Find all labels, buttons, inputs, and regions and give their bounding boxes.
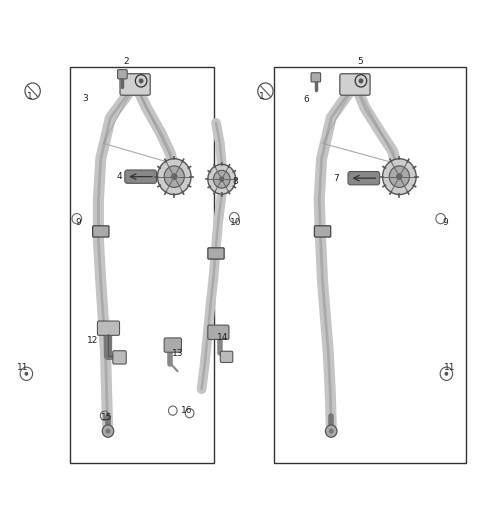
Text: 3: 3 — [83, 94, 88, 103]
Text: 11: 11 — [17, 363, 29, 372]
FancyBboxPatch shape — [120, 74, 150, 95]
Bar — [274, 67, 466, 463]
Circle shape — [396, 173, 403, 180]
FancyBboxPatch shape — [93, 226, 109, 237]
Circle shape — [389, 166, 409, 187]
Text: 14: 14 — [217, 333, 228, 343]
Text: 1: 1 — [259, 92, 265, 101]
Text: 16: 16 — [180, 406, 192, 415]
Circle shape — [157, 159, 191, 195]
Text: 4: 4 — [116, 172, 122, 181]
Circle shape — [325, 425, 337, 437]
Text: 1: 1 — [27, 92, 33, 101]
FancyBboxPatch shape — [220, 351, 233, 362]
Bar — [70, 67, 214, 463]
Circle shape — [219, 176, 225, 182]
FancyBboxPatch shape — [311, 73, 321, 82]
Text: 11: 11 — [444, 363, 455, 372]
Text: 9: 9 — [443, 218, 448, 227]
Circle shape — [171, 173, 178, 180]
Circle shape — [208, 164, 236, 194]
FancyBboxPatch shape — [125, 170, 156, 183]
Circle shape — [444, 372, 448, 376]
FancyBboxPatch shape — [97, 321, 120, 335]
Text: 9: 9 — [76, 218, 82, 227]
Circle shape — [106, 429, 110, 434]
Circle shape — [164, 166, 184, 187]
Circle shape — [24, 372, 28, 376]
Circle shape — [102, 425, 114, 437]
Circle shape — [329, 429, 334, 434]
Circle shape — [139, 78, 144, 83]
Text: 6: 6 — [303, 95, 309, 104]
FancyBboxPatch shape — [348, 172, 380, 185]
Text: 13: 13 — [172, 349, 183, 358]
FancyBboxPatch shape — [113, 351, 126, 364]
FancyBboxPatch shape — [208, 248, 224, 259]
Text: 8: 8 — [232, 177, 238, 186]
Circle shape — [383, 159, 416, 195]
Circle shape — [214, 170, 230, 188]
Text: 12: 12 — [86, 336, 98, 345]
FancyBboxPatch shape — [340, 74, 370, 95]
Text: 15: 15 — [101, 413, 112, 422]
Text: 5: 5 — [357, 57, 363, 66]
Circle shape — [359, 78, 363, 83]
FancyBboxPatch shape — [118, 70, 127, 79]
FancyBboxPatch shape — [314, 226, 331, 237]
Text: 2: 2 — [123, 57, 129, 66]
FancyBboxPatch shape — [164, 338, 181, 352]
FancyBboxPatch shape — [208, 325, 229, 339]
Text: 10: 10 — [230, 218, 242, 227]
Text: 7: 7 — [333, 174, 339, 183]
